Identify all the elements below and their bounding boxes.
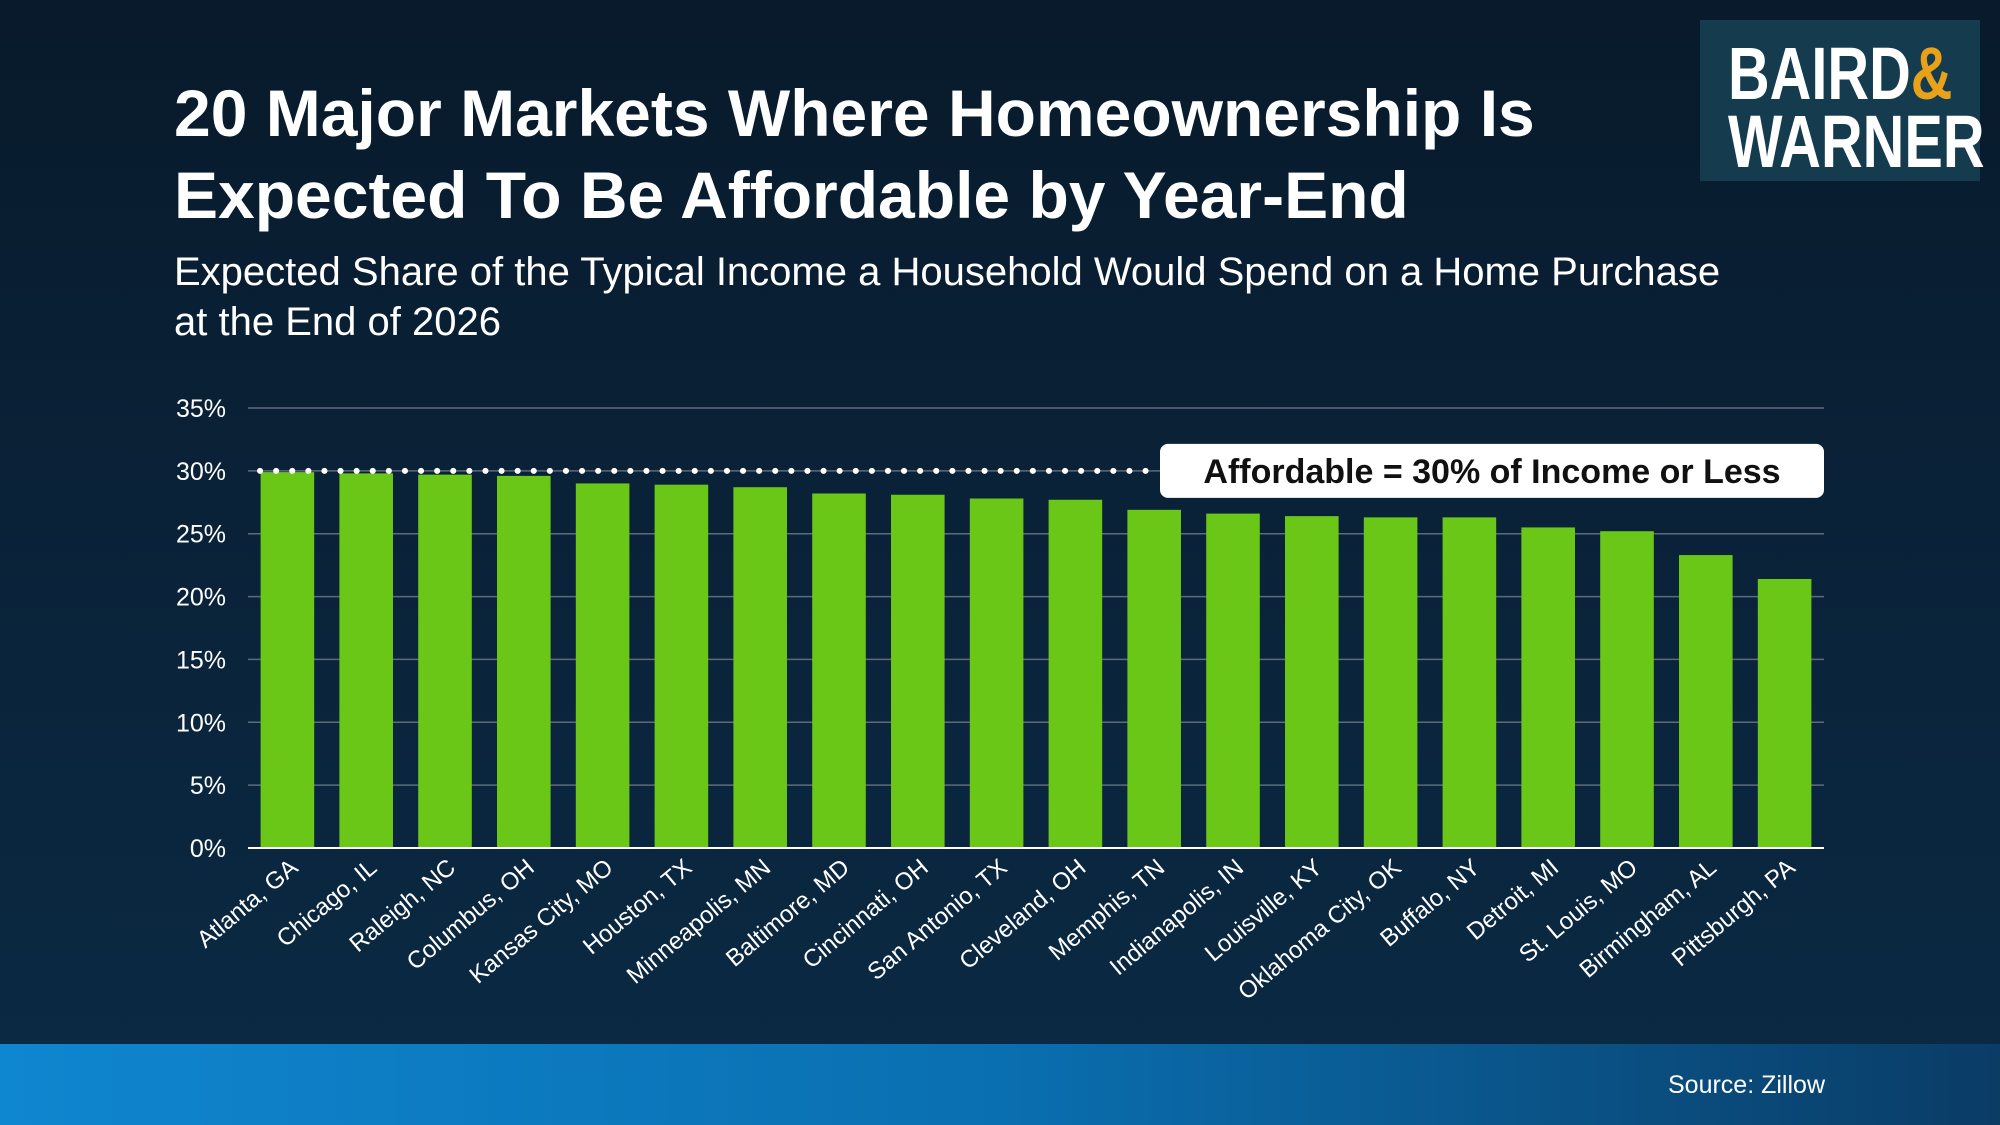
bar <box>969 498 1024 848</box>
bar <box>733 487 787 848</box>
chart-title: 20 Major Markets Where Homeownership Is … <box>174 72 1624 236</box>
logo-line-2: WARNER <box>1728 100 1985 183</box>
bar-chart: Affordable = 30% of Income or Less 0% 5% 1… <box>176 395 1824 990</box>
y-tick-label: 0% <box>190 835 226 863</box>
bar <box>1285 516 1339 848</box>
y-tick-label: 35% <box>176 395 226 423</box>
logo-word-baird: BAIRD <box>1728 32 1911 115</box>
threshold-label-box <box>1160 443 1824 498</box>
bar <box>1127 509 1181 848</box>
y-tick-label: 20% <box>176 584 226 612</box>
bar <box>1206 513 1260 848</box>
subtitle-line-1: Expected Share of the Typical Income a H… <box>174 250 1721 294</box>
bar <box>1600 531 1654 848</box>
bar <box>654 484 709 848</box>
title-line-2: Expected To Be Affordable by Year-End <box>174 158 1409 232</box>
bar <box>1442 517 1497 848</box>
y-tick-label: 10% <box>176 709 226 737</box>
bar <box>497 475 551 848</box>
y-tick-label: 5% <box>190 772 226 800</box>
bar <box>339 473 393 848</box>
x-tick-label: Minneapolis, MN <box>622 854 776 990</box>
footer-bar <box>0 1044 2000 1125</box>
bar <box>418 474 472 848</box>
x-tick-label: Indianapolis, IN <box>1105 854 1249 981</box>
title-line-1: 20 Major Markets Where Homeownership Is <box>174 76 1535 150</box>
bar <box>812 493 866 848</box>
threshold-label: Affordable = 30% of Income or Less <box>1203 453 1780 491</box>
bar <box>1521 527 1575 848</box>
bar <box>1757 578 1812 848</box>
x-tick-label: San Antonio, TX <box>863 854 1013 986</box>
bar <box>1363 517 1418 848</box>
bars <box>260 472 1812 848</box>
baird-warner-logo: BAIRD& WARNER <box>1700 20 1985 181</box>
bar <box>1048 499 1103 848</box>
subtitle-line-2: at the End of 2026 <box>174 300 501 344</box>
chart-subtitle: Expected Share of the Typical Income a H… <box>174 247 1874 347</box>
y-tick-label: 25% <box>176 521 226 549</box>
bar <box>575 483 630 848</box>
x-tick-label: Birmingham, AL <box>1575 854 1722 984</box>
logo-line-1: BAIRD& <box>1728 37 1952 111</box>
y-tick-label: 15% <box>176 646 226 674</box>
x-tick-label: Kansas City, MO <box>465 854 619 989</box>
bar <box>891 494 945 848</box>
source-note: Source: Zillow <box>1668 1071 1825 1099</box>
bar <box>260 472 315 848</box>
bar <box>1679 555 1733 848</box>
affordability-annotation: Affordable = 30% of Income or Less <box>257 443 1824 498</box>
logo-ampersand: & <box>1910 32 1953 115</box>
y-tick-label: 30% <box>176 458 226 486</box>
